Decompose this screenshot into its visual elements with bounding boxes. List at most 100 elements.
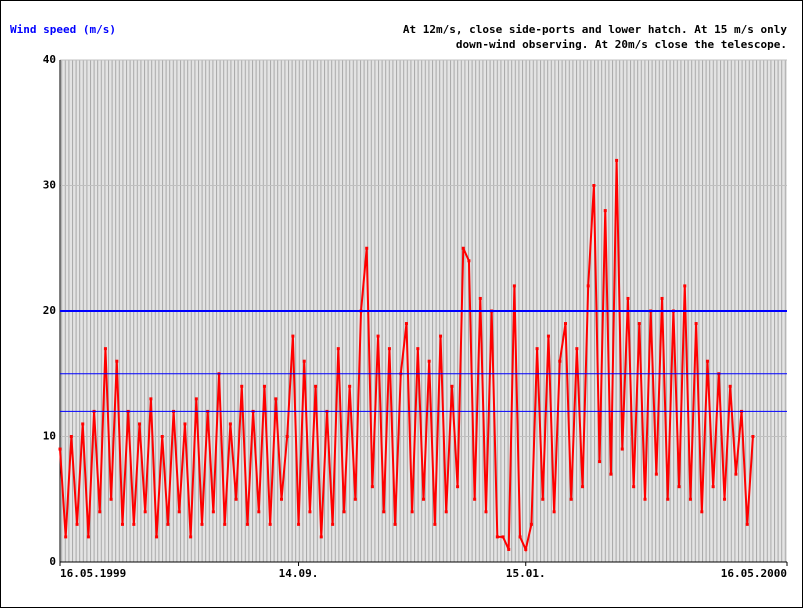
data-point [98,510,102,514]
data-point [387,347,391,351]
data-point [177,510,181,514]
data-point [155,535,159,539]
data-point [745,522,749,526]
data-point [103,347,107,351]
data-point [69,435,73,438]
data-point [581,485,585,489]
data-point [86,535,90,539]
data-point [723,497,727,501]
data-point [563,322,567,326]
data-point [257,510,261,514]
annotation: At 12m/s, close side-ports and lower hat… [403,23,787,36]
data-point [308,510,312,514]
data-point [484,510,488,514]
data-point [586,284,590,288]
data-point [302,359,306,363]
data-point [643,497,647,501]
data-point [677,485,681,489]
data-point [433,522,437,526]
data-point [240,384,244,388]
y-tick-label: 10 [43,430,56,443]
data-point [688,497,692,501]
x-tick-label: 14.09. [279,567,319,580]
data-point [450,384,454,388]
data-point [365,246,369,250]
data-point [654,472,658,476]
data-point [115,359,119,363]
data-point [183,422,187,426]
x-tick-label: 16.05.2000 [721,567,787,580]
data-point [694,322,698,326]
y-tick-label: 30 [43,179,56,192]
data-point [422,497,425,501]
data-point [348,384,352,388]
data-point [245,522,249,526]
data-point [160,435,164,438]
data-point [132,522,136,526]
data-point [552,510,556,514]
data-point [728,384,732,388]
data-point [393,522,397,526]
data-point [200,522,204,526]
data-point [376,334,380,338]
x-tick-label: 15.01. [506,567,546,580]
data-point [439,334,443,338]
data-point [512,284,516,288]
data-point [660,296,664,300]
data-point [620,447,624,451]
data-point [223,522,227,526]
y-tick-label: 20 [43,304,56,317]
data-point [58,447,62,451]
data-point [297,522,301,526]
data-point [211,510,215,514]
data-point [342,510,346,514]
data-point [331,522,335,526]
data-point [637,322,641,326]
data-point [546,334,550,338]
data-point [615,158,619,162]
data-point [404,322,408,326]
data-point [507,547,511,551]
data-point [120,522,124,526]
data-point [370,485,374,489]
data-point [444,510,448,514]
data-point [143,510,147,514]
data-point [262,384,266,388]
data-point [518,535,522,539]
data-point [609,472,613,476]
data-point [138,422,142,426]
data-point [268,522,272,526]
data-point [598,460,602,464]
data-point [541,497,545,501]
data-point [427,359,431,363]
data-point [734,472,738,476]
data-point [575,347,579,351]
data-point [467,259,471,263]
data-point [495,535,499,539]
data-point [234,497,238,501]
data-point [632,485,636,489]
data-point [558,359,562,363]
data-point [456,485,460,489]
data-point [166,522,170,526]
data-point [700,510,704,514]
data-point [382,510,386,514]
data-point [478,296,482,300]
data-point [319,535,323,539]
data-point [592,184,596,187]
data-point [569,497,573,501]
data-point [75,522,79,526]
data-point [109,497,113,501]
data-point [461,246,465,250]
data-point [535,347,539,351]
data-point [501,535,505,539]
y-tick-label: 0 [49,555,56,568]
data-point [336,347,340,351]
data-point [189,535,193,539]
data-point [228,422,232,426]
chart-title: Wind speed (m/s) [10,23,116,36]
data-point [705,359,709,363]
data-point [473,497,477,501]
annotation: down-wind observing. At 20m/s close the … [456,38,787,51]
